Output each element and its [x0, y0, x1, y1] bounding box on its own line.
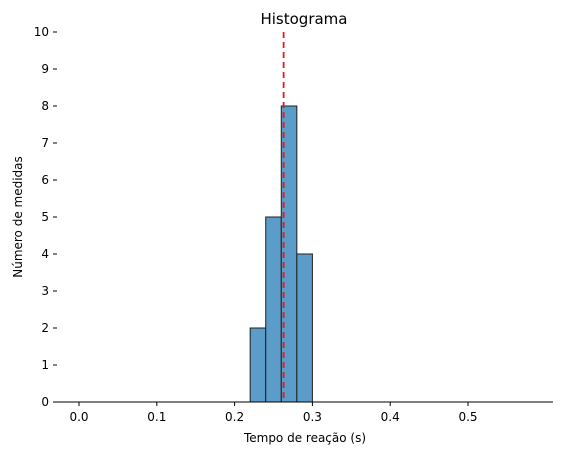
- y-axis-label: Número de medidas: [11, 156, 25, 278]
- y-tick-label: 9: [41, 62, 49, 76]
- histogram-bar: [266, 217, 282, 402]
- x-tick-label: 0.3: [303, 410, 322, 424]
- y-tick-label: 8: [41, 99, 49, 113]
- histogram-bar: [297, 254, 313, 402]
- y-tick-label: 0: [41, 395, 49, 409]
- x-tick-label: 0.4: [381, 410, 400, 424]
- y-ticks: 0 1 2 3 4 5 6 7 8 9 10: [34, 25, 57, 409]
- x-tick-label: 0.2: [225, 410, 244, 424]
- x-tick-label: 0.1: [147, 410, 166, 424]
- y-tick-label: 10: [34, 25, 49, 39]
- y-tick-label: 6: [41, 173, 49, 187]
- y-tick-label: 5: [41, 210, 49, 224]
- y-tick-label: 4: [41, 247, 49, 261]
- chart-title: Histograma: [260, 10, 347, 28]
- y-tick-label: 1: [41, 358, 49, 372]
- histogram-bar: [250, 328, 266, 402]
- x-ticks: 0.0 0.1 0.2 0.3 0.4 0.5: [69, 402, 477, 424]
- y-tick-label: 7: [41, 136, 49, 150]
- histogram-bars: [250, 106, 312, 402]
- y-tick-label: 2: [41, 321, 49, 335]
- x-axis-label: Tempo de reação (s): [243, 431, 366, 445]
- x-tick-label: 0.0: [69, 410, 88, 424]
- x-tick-label: 0.5: [458, 410, 477, 424]
- y-tick-label: 3: [41, 284, 49, 298]
